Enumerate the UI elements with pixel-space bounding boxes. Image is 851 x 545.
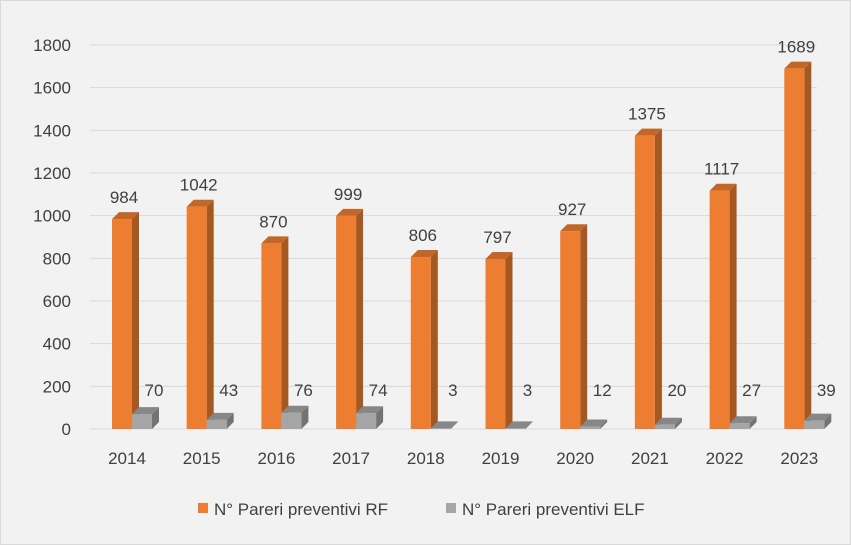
bar-rf — [485, 251, 513, 429]
y-tick-label: 800 — [43, 249, 71, 268]
bar-rf — [112, 212, 139, 429]
legend-item-elf: N° Pareri preventivi ELF — [446, 500, 645, 519]
x-tick-label: 2019 — [482, 449, 520, 468]
data-label: 3 — [523, 381, 532, 400]
y-tick-label: 1000 — [33, 207, 71, 226]
y-axis: 0 200 400 600 800 1000 1200 1400 1600 1800 — [33, 36, 71, 439]
bar-elf — [132, 407, 159, 429]
data-label: 39 — [817, 381, 836, 400]
x-tick-label: 2021 — [631, 449, 669, 468]
data-label: 27 — [742, 381, 761, 400]
y-tick-label: 400 — [43, 335, 71, 354]
bar-elf — [804, 413, 832, 429]
legend-label: N° Pareri preventivi RF — [214, 500, 388, 519]
x-tick-label: 2017 — [332, 449, 370, 468]
data-label: 43 — [219, 381, 238, 400]
y-tick-label: 0 — [62, 420, 71, 439]
y-tick-label: 1200 — [33, 164, 71, 183]
y-tick-label: 600 — [43, 292, 71, 311]
x-tick-label: 2020 — [556, 449, 594, 468]
data-label: 74 — [369, 381, 388, 400]
bar-rf — [784, 61, 812, 430]
bar-rf — [410, 250, 438, 429]
legend-swatch — [446, 503, 456, 513]
y-tick-label: 1800 — [33, 36, 71, 55]
data-labels: 9847010424387076999748063797392712137520… — [110, 38, 836, 400]
bar-elf — [505, 421, 533, 429]
data-label: 999 — [334, 185, 362, 204]
bar-elf — [729, 416, 757, 429]
x-tick-label: 2014 — [108, 449, 146, 468]
bar-rf — [261, 236, 289, 429]
data-label: 806 — [409, 226, 437, 245]
bars — [112, 61, 832, 430]
y-tick-label: 1600 — [33, 79, 71, 98]
data-label: 797 — [483, 228, 511, 247]
y-tick-label: 1400 — [33, 121, 71, 140]
data-label: 3 — [448, 381, 457, 400]
data-label: 76 — [294, 381, 313, 400]
bar-elf — [580, 419, 608, 429]
x-tick-label: 2022 — [706, 449, 744, 468]
data-label: 1689 — [777, 38, 815, 57]
x-tick-label: 2018 — [407, 449, 445, 468]
data-label: 20 — [667, 381, 686, 400]
legend: N° Pareri preventivi RF N° Pareri prevent… — [198, 500, 645, 519]
data-label: 1042 — [180, 176, 218, 195]
data-label: 12 — [593, 381, 612, 400]
data-label: 1375 — [628, 105, 666, 124]
legend-label: N° Pareri preventivi ELF — [462, 500, 645, 519]
bar-elf — [281, 405, 309, 429]
data-label: 927 — [558, 200, 586, 219]
x-tick-label: 2015 — [183, 449, 221, 468]
data-label: 1117 — [704, 160, 739, 179]
x-tick-label: 2016 — [257, 449, 295, 468]
bar-rf — [560, 224, 588, 429]
data-label: 984 — [110, 188, 138, 207]
data-label: 870 — [259, 212, 287, 231]
bar-elf — [356, 406, 384, 429]
bar-elf — [430, 421, 458, 429]
legend-swatch — [198, 503, 208, 513]
bar-rf — [634, 128, 662, 429]
bar-rf — [336, 208, 364, 429]
bar-elf — [206, 412, 234, 429]
bar-rf — [186, 199, 214, 429]
y-tick-label: 200 — [43, 377, 71, 396]
bar-elf — [654, 417, 682, 429]
x-axis: 2014 2015 2016 2017 2018 2019 2020 2021 2022 2023 — [108, 449, 818, 468]
bar-rf — [709, 183, 737, 429]
data-label: 70 — [145, 381, 164, 400]
x-tick-label: 2023 — [780, 449, 818, 468]
legend-item-rf: N° Pareri preventivi RF — [198, 500, 388, 519]
